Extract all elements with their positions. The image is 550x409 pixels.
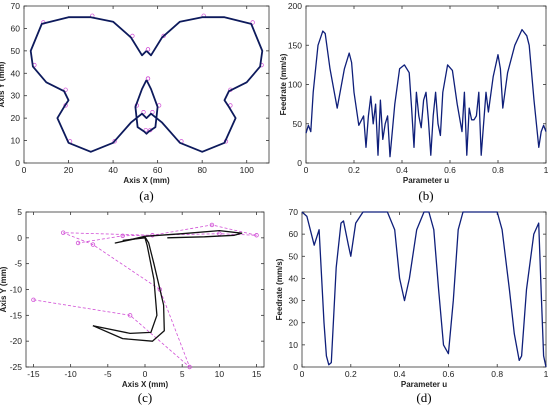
x-tick-label: 20 (64, 165, 74, 175)
control-point-marker (187, 364, 192, 370)
panel-c-toolpath-chart: -15 -10 -5 0 5 10 15 -25 -20 -15 -10 -5 0 5 Axis X (mm… (0, 207, 265, 405)
control-point-marker (112, 139, 117, 144)
plot-frame (23, 5, 270, 164)
x-tick-label: 0.2 (345, 369, 357, 379)
x-axis-label: Parameter u (403, 176, 449, 185)
y-tick-label: 0 (15, 158, 20, 168)
control-point-marker (31, 297, 36, 303)
y-tick-label: 150 (288, 40, 302, 50)
y-tick-label: 30 (11, 91, 21, 101)
x-tick-label: 15 (252, 369, 262, 379)
y-tick-label: -25 (10, 362, 23, 372)
x-tick-label: 0 (22, 165, 27, 175)
x-tick-label: 0.8 (492, 165, 504, 175)
control-point-marker (161, 33, 166, 39)
x-tick-label: 100 (240, 165, 254, 175)
x-tick-label: 0 (300, 369, 305, 379)
y-tick-label: 200 (288, 1, 302, 11)
y-tick-label: 5 (17, 207, 22, 217)
y-axis-label: Axis Y (mm) (0, 61, 6, 107)
y-tick-label: -20 (10, 336, 23, 346)
x-tick-label: 0 (143, 369, 148, 379)
control-point-marker (145, 47, 151, 52)
panel-label: (d) (416, 390, 431, 405)
y-tick-label: 100 (288, 80, 302, 90)
y-tick-label: 10 (289, 340, 299, 350)
y-tick-label: 70 (289, 207, 299, 217)
y-tick-label: -10 (10, 285, 23, 295)
y-tick-label: 0 (297, 158, 302, 168)
control-point-marker (90, 242, 96, 247)
control-point-marker (127, 313, 133, 318)
y-tick-label: 30 (289, 296, 299, 306)
panel-label: (b) (418, 188, 433, 203)
y-axis-label: Axis Y (mm) (0, 266, 8, 312)
x-tick-label: 0.4 (394, 369, 406, 379)
y-tick-label: 20 (289, 318, 299, 328)
x-tick-label: 80 (197, 165, 207, 175)
butterfly-contour-line (29, 16, 264, 153)
y-tick-label: -5 (14, 259, 22, 269)
x-tick-label: 0.6 (444, 165, 456, 175)
x-axis-label: Axis X (mm) (123, 176, 170, 185)
control-point-marker (75, 240, 81, 246)
tool-path-inner-line (92, 237, 158, 335)
panel-label: (a) (139, 188, 153, 203)
y-tick-label: 0 (293, 362, 298, 372)
y-tick-label: 40 (289, 273, 299, 283)
butterfly-body-line (134, 79, 159, 135)
y-tick-label: 0 (17, 233, 22, 243)
x-tick-label: 5 (180, 369, 185, 379)
control-point-marker (254, 233, 259, 238)
y-tick-label: 70 (11, 1, 21, 11)
y-tick-label: 60 (11, 23, 21, 33)
x-axis-label: Axis X (mm) (122, 380, 169, 389)
x-axis-label: Parameter u (401, 380, 447, 389)
control-point-marker (209, 222, 215, 228)
x-tick-label: -15 (27, 369, 40, 379)
x-tick-label: 40 (108, 165, 118, 175)
x-tick-label: 1 (544, 165, 549, 175)
panel-label: (c) (138, 390, 152, 405)
y-tick-label: 50 (289, 251, 299, 261)
x-tick-label: 60 (153, 165, 163, 175)
x-tick-label: 0.2 (348, 165, 360, 175)
x-tick-label: -5 (104, 369, 112, 379)
y-tick-label: 60 (289, 229, 299, 239)
y-tick-label: 40 (11, 68, 21, 78)
control-polygon-line (33, 224, 257, 368)
x-tick-label: 0.8 (491, 369, 503, 379)
feedrate-line (301, 211, 547, 368)
y-tick-label: 50 (293, 119, 303, 129)
panel-a-butterfly-chart: 0 20 40 60 80 100 0 10 20 30 40 50 60 70 Axis X (mm) Ax… (0, 1, 270, 203)
y-axis-label: Feedrate (mm/s) (279, 53, 288, 115)
control-point-marker (145, 76, 151, 81)
y-tick-label: 20 (11, 113, 21, 123)
y-tick-label: -15 (10, 310, 23, 320)
tool-path-outer-line (92, 229, 243, 342)
y-axis-label: Feedrate (mm/s) (275, 258, 284, 320)
x-tick-label: 0 (304, 165, 309, 175)
control-point-marker (250, 20, 255, 25)
x-tick-label: 10 (215, 369, 225, 379)
panel-b-feedrate-chart: 0 0.2 0.4 0.6 0.8 1 0 50 100 150 200 Parameter u Fee… (279, 1, 549, 203)
feedrate-line (305, 28, 547, 158)
control-point-marker (130, 33, 135, 39)
y-tick-label: 50 (11, 46, 21, 56)
x-tick-label: 0.4 (396, 165, 408, 175)
y-tick-label: 10 (11, 136, 21, 146)
x-tick-label: 1 (544, 369, 549, 379)
control-point-marker (63, 87, 68, 92)
x-tick-label: 0.6 (442, 369, 454, 379)
control-point-marker (120, 233, 125, 238)
control-point-marker (60, 230, 66, 235)
x-tick-label: -10 (64, 369, 77, 379)
